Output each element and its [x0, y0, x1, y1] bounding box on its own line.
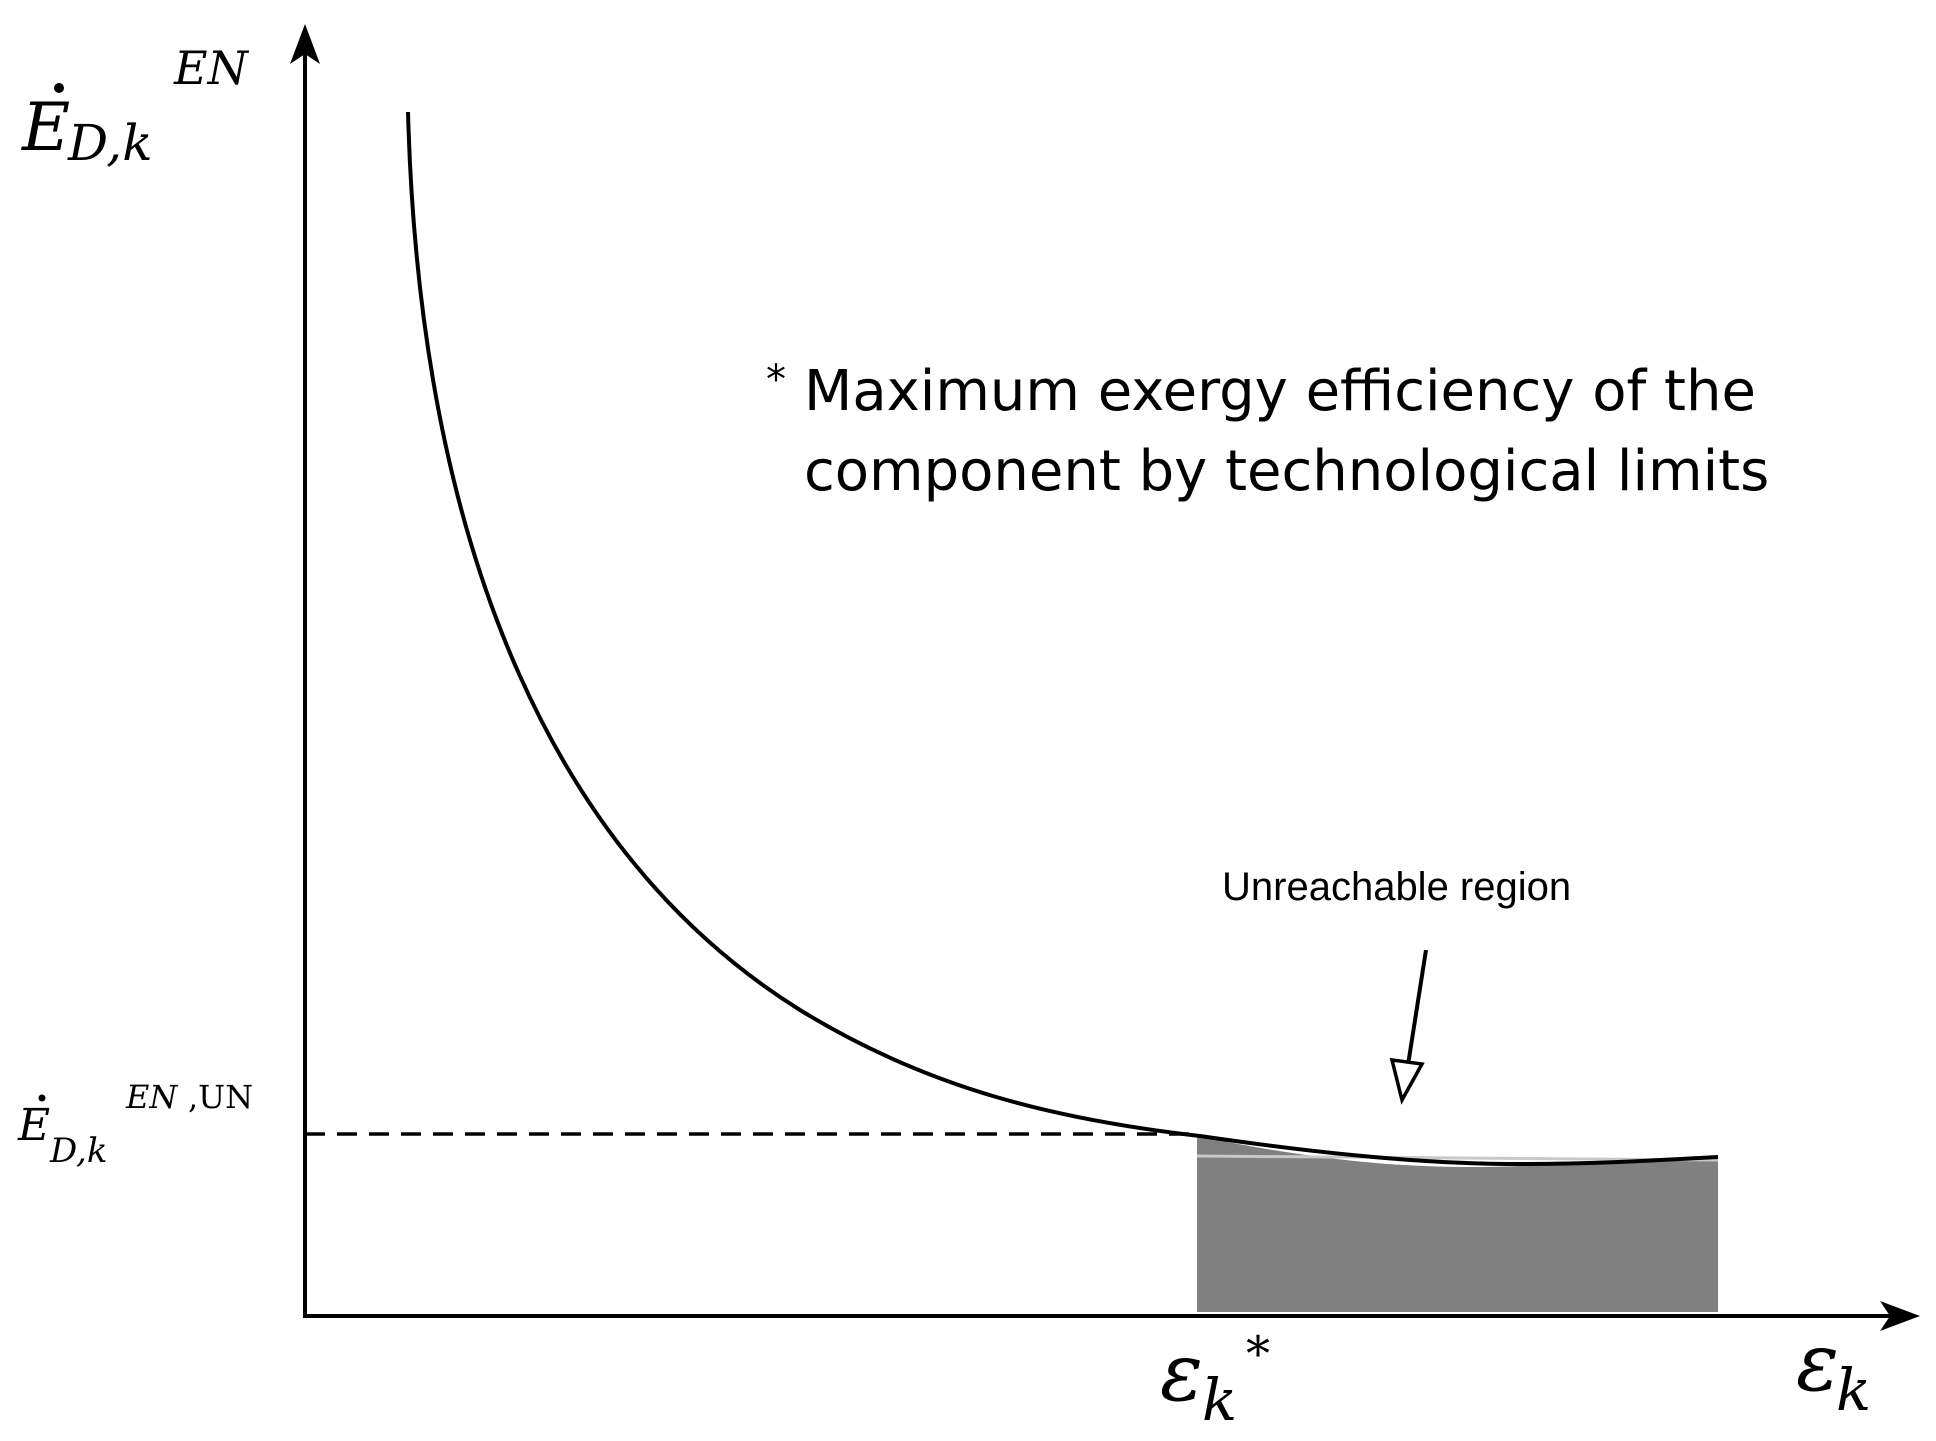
footnote-marker: * [766, 357, 786, 403]
region-annotation-arrow-shaft [1406, 949, 1428, 1066]
efficiency-marker-label: ε k * [1160, 1326, 1270, 1434]
level-superscript-italic: EN [125, 1078, 178, 1116]
y-axis-superscript: EN [173, 41, 250, 95]
efficiency-symbol: ε [1160, 1326, 1203, 1419]
x-axis-symbol: ε [1796, 1316, 1839, 1409]
y-axis-symbol: E [21, 89, 70, 166]
y-axis-label: E D,k EN [21, 41, 250, 172]
region-annotation: Unreachable region [1222, 865, 1571, 1105]
region-annotation-arrowhead [1389, 1057, 1425, 1105]
exergy-destruction-curve [406, 111, 1719, 1167]
level-label-dot [38, 1094, 46, 1102]
x-axis-subscript: k [1836, 1356, 1871, 1424]
footnote-line-2: component by technological limits [804, 439, 1769, 504]
footnote: * Maximum exergy efficiency of the compo… [766, 357, 1769, 504]
y-axis-label-dot [54, 83, 64, 93]
region-annotation-label: Unreachable region [1222, 865, 1571, 909]
level-subscript: D,k [49, 1131, 107, 1171]
level-label: E D,k EN ,UN [17, 1078, 253, 1171]
x-axis-label: ε k [1796, 1316, 1871, 1424]
unreachable-region [1197, 1136, 1718, 1312]
footnote-line-1: Maximum exergy efficiency of the [804, 359, 1756, 424]
efficiency-superscript: * [1246, 1326, 1270, 1382]
y-axis-subscript: D,k [67, 114, 153, 172]
level-symbol: E [17, 1100, 50, 1151]
level-superscript-rest: ,UN [188, 1078, 253, 1116]
efficiency-subscript: k [1202, 1366, 1237, 1434]
